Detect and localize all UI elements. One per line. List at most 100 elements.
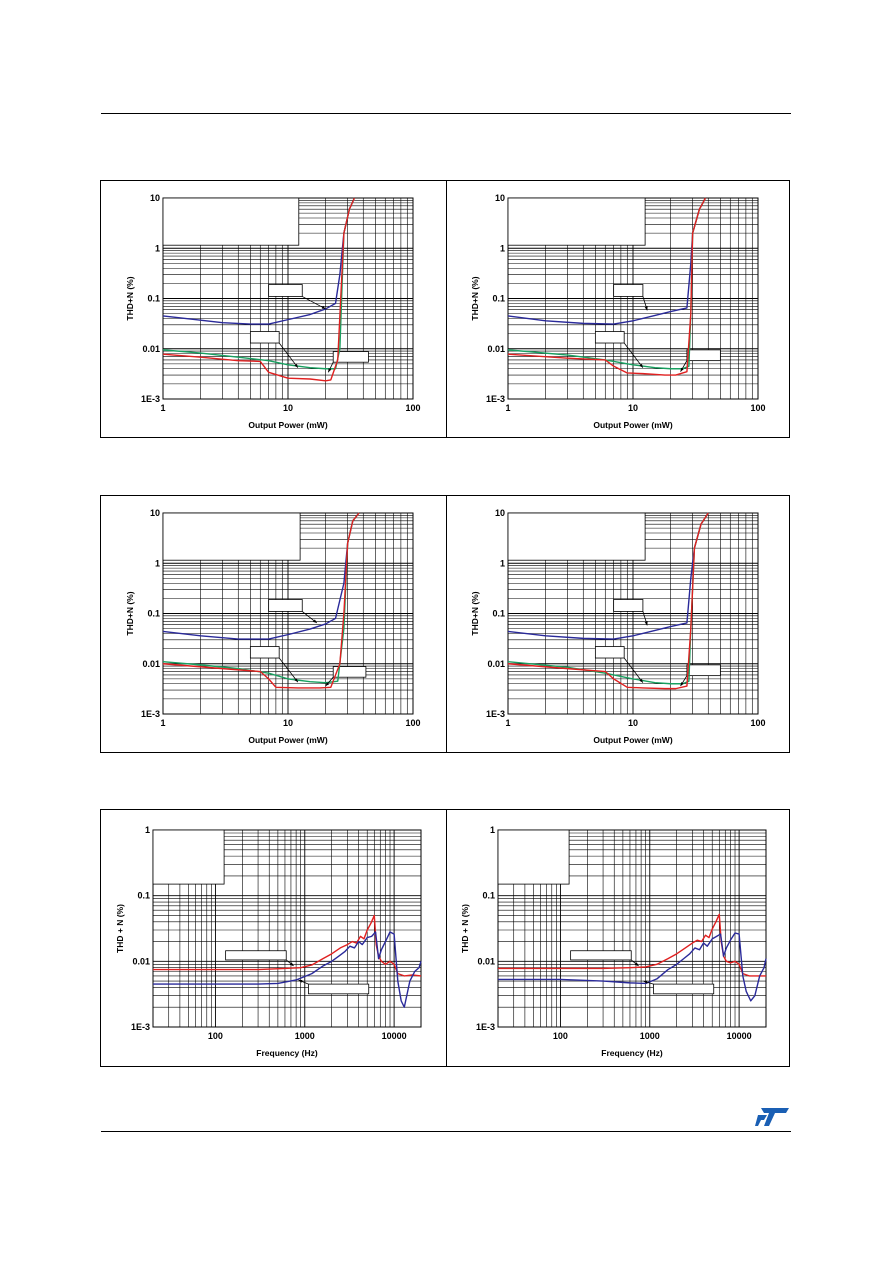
y-tick-label: 0.01 xyxy=(132,956,150,966)
series-line-red xyxy=(162,197,356,382)
x-tick-label: 1000 xyxy=(295,1031,315,1041)
x-axis-label: Output Power (mW) xyxy=(248,420,327,430)
callout-arrowhead xyxy=(294,678,298,683)
callout-line xyxy=(302,296,326,310)
x-tick-label: 100 xyxy=(750,718,765,728)
callout-arrowhead xyxy=(680,682,684,687)
y-tick-label: 10 xyxy=(495,508,505,518)
panel-divider xyxy=(446,810,447,1066)
callout-arrowhead xyxy=(643,980,648,984)
callout-line xyxy=(623,657,644,683)
chart-3b: 100 1000 10000 1E-3 0.01 0.1 1 Frequency (Hz) TH… xyxy=(460,825,767,1058)
x-tick-label: 10000 xyxy=(727,1031,752,1041)
x-tick-label: 10000 xyxy=(382,1031,407,1041)
legend-box xyxy=(507,512,646,561)
legend-box xyxy=(268,599,303,612)
legend-box xyxy=(268,284,303,297)
chart-1b: 1 10 100 1E-3 0.01 0.1 1 10 Output Power (mW) THD… xyxy=(470,193,766,430)
series-line-red xyxy=(507,197,707,376)
y-axis-label: THD+N (%) xyxy=(125,276,135,320)
y-tick-label: 0.01 xyxy=(487,344,505,354)
legend-box xyxy=(225,950,287,961)
y-tick-label: 0.1 xyxy=(137,891,150,901)
x-axis-label: Frequency (Hz) xyxy=(256,1048,318,1058)
callout-line xyxy=(278,342,299,368)
y-tick-label: 1E-3 xyxy=(141,709,160,719)
x-axis-label: Output Power (mW) xyxy=(593,420,672,430)
y-axis-label: THD+N (%) xyxy=(470,591,480,635)
chart-3a: 100 1000 10000 1E-3 0.01 0.1 1 Frequency (Hz) TH… xyxy=(115,825,422,1058)
legend-box xyxy=(152,829,225,885)
callout-arrowhead xyxy=(312,619,317,623)
series-line-red xyxy=(507,512,709,690)
panel-divider xyxy=(446,496,447,752)
y-tick-label: 0.1 xyxy=(147,294,160,304)
callout-arrowhead xyxy=(289,962,294,966)
callout-arrowhead xyxy=(644,306,648,311)
chart-2b: 1 10 100 1E-3 0.01 0.1 1 10 Output Power (mW) THD… xyxy=(470,508,766,745)
chart-panel-1: 1 10 100 1E-3 0.01 0.1 1 10 Output Power (mW) THD… xyxy=(100,180,790,438)
plot-frame xyxy=(152,829,422,1028)
series-line-red xyxy=(162,512,360,689)
callout-arrowhead xyxy=(680,367,684,372)
x-tick-label: 10 xyxy=(628,403,638,413)
chart-panel-3: 100 1000 10000 1E-3 0.01 0.1 1 Frequency (Hz) TH… xyxy=(100,809,790,1067)
x-axis-label: Output Power (mW) xyxy=(593,735,672,745)
chart-2a: 1 10 100 1E-3 0.01 0.1 1 10 Output Power (mW) THD… xyxy=(125,508,421,745)
y-tick-label: 10 xyxy=(495,193,505,203)
chart-panel-2: 1 10 100 1E-3 0.01 0.1 1 10 Output Power (mW) THD… xyxy=(100,495,790,753)
y-tick-label: 1 xyxy=(490,825,495,835)
y-tick-label: 1 xyxy=(500,243,505,253)
legend-box xyxy=(332,666,367,678)
y-axis-label: THD+N (%) xyxy=(125,591,135,635)
legend-box xyxy=(308,983,370,995)
y-tick-label: 1E-3 xyxy=(476,1022,495,1032)
y-tick-label: 1E-3 xyxy=(131,1022,150,1032)
callout-arrowhead xyxy=(644,621,648,626)
x-tick-label: 100 xyxy=(405,718,420,728)
y-tick-label: 0.1 xyxy=(147,609,160,619)
x-axis-label: Output Power (mW) xyxy=(248,735,327,745)
legend-box xyxy=(613,599,644,612)
x-tick-label: 1000 xyxy=(640,1031,660,1041)
callout-arrowhead xyxy=(639,363,643,368)
series-line-red xyxy=(153,914,422,977)
series-line-blue xyxy=(153,931,422,1008)
y-tick-label: 0.01 xyxy=(142,659,160,669)
callout-arrowhead xyxy=(639,678,643,683)
x-tick-label: 10 xyxy=(283,718,293,728)
x-tick-label: 100 xyxy=(405,403,420,413)
callout-line xyxy=(623,342,644,368)
legend-box xyxy=(162,512,301,561)
y-axis-label: THD + N (%) xyxy=(115,904,125,953)
x-tick-label: 1 xyxy=(505,718,510,728)
callout-line xyxy=(278,657,299,683)
y-axis-label: THD + N (%) xyxy=(460,904,470,953)
legend-box xyxy=(653,983,715,995)
y-tick-label: 10 xyxy=(150,508,160,518)
st-logo xyxy=(755,1108,789,1126)
chart-1a: 1 10 100 1E-3 0.01 0.1 1 10 Output Power (mW) THD… xyxy=(125,193,421,430)
header-rule xyxy=(101,113,791,114)
y-tick-label: 1 xyxy=(145,825,150,835)
x-tick-label: 10 xyxy=(283,403,293,413)
callout-arrowhead xyxy=(321,305,326,309)
y-tick-label: 1 xyxy=(155,558,160,568)
y-tick-label: 0.1 xyxy=(492,294,505,304)
series-line-blue xyxy=(498,932,767,1002)
y-tick-label: 1E-3 xyxy=(486,709,505,719)
y-tick-label: 1 xyxy=(155,243,160,253)
y-tick-label: 10 xyxy=(150,193,160,203)
x-tick-label: 100 xyxy=(208,1031,223,1041)
x-tick-label: 100 xyxy=(553,1031,568,1041)
y-tick-label: 0.01 xyxy=(477,956,495,966)
y-tick-label: 0.01 xyxy=(142,344,160,354)
plot-frame xyxy=(497,829,767,1028)
x-tick-label: 100 xyxy=(750,403,765,413)
callout-arrowhead xyxy=(294,363,298,368)
x-tick-label: 1 xyxy=(505,403,510,413)
legend-box xyxy=(249,331,280,344)
y-tick-label: 1E-3 xyxy=(486,394,505,404)
panel-divider xyxy=(446,181,447,437)
y-tick-label: 0.1 xyxy=(492,609,505,619)
